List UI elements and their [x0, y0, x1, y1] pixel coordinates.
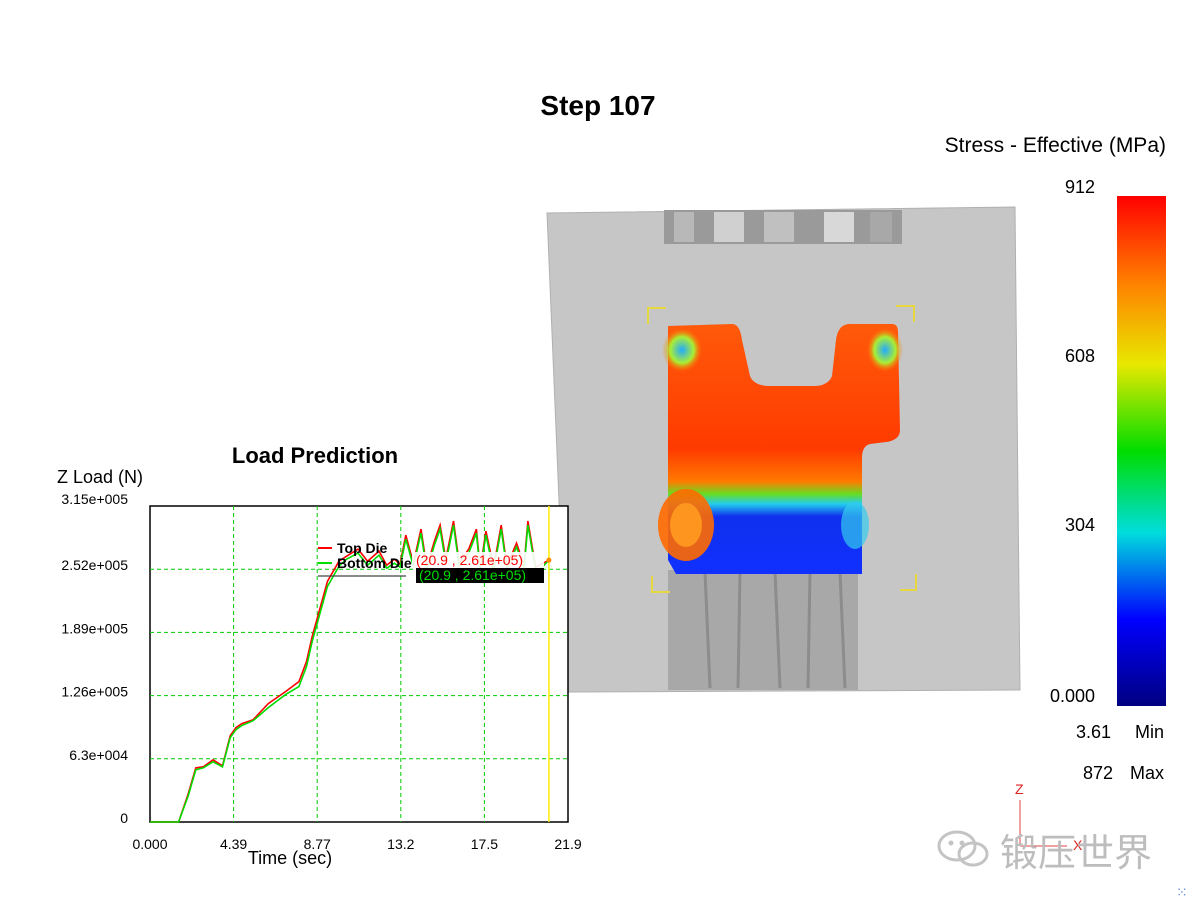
max-label: Max	[1130, 763, 1165, 783]
punch-cavity	[668, 570, 858, 690]
min-label: Min	[1135, 722, 1165, 742]
x-tick-label: 21.9	[554, 836, 581, 852]
cursor-marker	[546, 557, 552, 563]
axis-x-label: X	[1073, 837, 1083, 853]
y-tick-label: 0	[120, 810, 128, 826]
legend-entry: Bottom Die	[337, 555, 412, 571]
x-tick-label: 0.000	[132, 836, 167, 852]
step-title: Step 107	[540, 90, 656, 121]
legend-title: Stress - Effective (MPa)	[944, 134, 1166, 157]
legend-entry: Top Die	[337, 540, 388, 556]
readout-bottom-bg	[416, 568, 544, 583]
axis-z-label: Z	[1015, 781, 1024, 797]
wechat-icon	[937, 830, 989, 867]
x-tick-label: 8.77	[304, 836, 331, 852]
min-value: 3.61	[1076, 722, 1112, 742]
readout-bottom-die: (20.9 , 2.61e+05)	[419, 567, 526, 583]
axis-triad: Z X	[1015, 781, 1083, 853]
load-chart: 0.000 4.39 8.77 13.2 17.5 21.9 0 6.3e+004 1.26e+…	[61, 491, 581, 852]
simulation-viewport[interactable]	[540, 200, 1030, 700]
corner-resize-icon[interactable]: ⁙	[1176, 884, 1188, 900]
x-tick-label: 17.5	[471, 836, 498, 852]
y-tick-label: 3.15e+005	[61, 491, 128, 507]
color-scale-bar	[1117, 196, 1166, 706]
y-tick-label: 2.52e+005	[61, 557, 128, 573]
max-value: 872	[1083, 763, 1114, 783]
workpiece-stress-contour	[668, 324, 900, 574]
chart-title: Load Prediction	[231, 443, 399, 468]
y-axis-label: Z Load (N)	[57, 467, 144, 487]
y-tick-label: 6.3e+004	[69, 747, 128, 763]
x-axis-label: Time (sec)	[247, 848, 333, 868]
scale-label-608: 608	[1064, 346, 1095, 366]
scale-label-max: 912	[1064, 177, 1095, 197]
readout-top-bg	[412, 552, 544, 568]
x-tick-label: 4.39	[220, 836, 247, 852]
watermark-text: 锻压世界	[1000, 831, 1153, 875]
readout-top-die: (20.9 , 2.61e+05)	[416, 552, 523, 568]
y-tick-label: 1.89e+005	[61, 620, 128, 636]
scale-label-min: 0.000	[1049, 686, 1095, 706]
x-tick-label: 13.2	[387, 836, 414, 852]
scale-label-304: 304	[1064, 515, 1095, 535]
selection-brackets	[647, 305, 917, 593]
y-tick-label: 1.26e+005	[61, 684, 128, 700]
